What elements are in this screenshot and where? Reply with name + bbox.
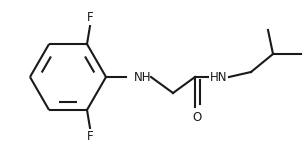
Text: HN: HN [210, 71, 227, 83]
Text: O: O [192, 111, 202, 124]
Text: F: F [87, 130, 93, 143]
Text: F: F [87, 11, 93, 24]
Text: NH: NH [134, 71, 151, 83]
